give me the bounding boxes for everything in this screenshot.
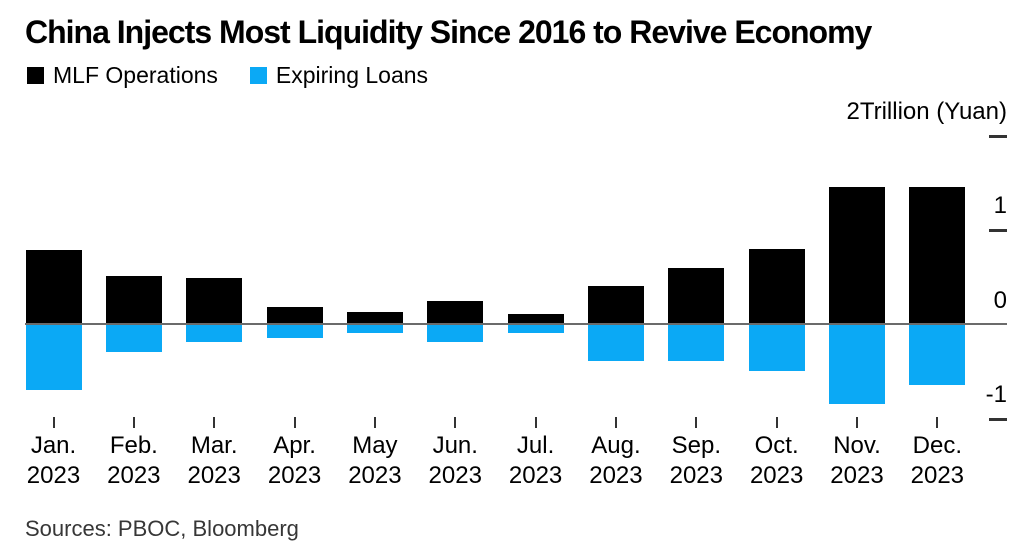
y-tick-2 <box>989 134 1007 138</box>
bar-expiring-mar <box>186 323 243 343</box>
bar-expiring-feb <box>105 323 162 352</box>
chart-title: China Injects Most Liquidity Since 2016 … <box>25 14 872 50</box>
chart-legend: MLF Operations Expiring Loans <box>27 64 428 87</box>
x-tick-jun <box>454 417 457 428</box>
x-tick-may <box>373 417 376 428</box>
y-label-0: 0 <box>993 286 1007 314</box>
x-tick-nov <box>856 417 858 428</box>
x-label-year-apr: 2023 <box>267 462 322 489</box>
legend-item-expiring-loans: Expiring Loans <box>249 62 429 88</box>
bar-expiring-dec <box>909 323 966 385</box>
bar-mlf-aug <box>587 285 644 324</box>
legend-swatch-expiring-icon <box>249 67 267 84</box>
bar-mlf-apr <box>266 307 323 324</box>
source-note: Sources: PBOC, Bloomberg <box>25 516 299 541</box>
legend-item-mlf-operations: MLF Operations <box>27 64 218 87</box>
bar-mlf-may <box>346 311 403 324</box>
legend-label-expiring: Expiring Loans <box>275 62 429 88</box>
x-label-sep: Sep. <box>671 432 721 459</box>
bar-expiring-jul <box>507 323 564 333</box>
x-label-feb: Feb. <box>109 432 158 459</box>
x-label-jan: Jan. <box>30 432 77 459</box>
x-label-year-jan: 2023 <box>26 462 81 489</box>
y-label--1: -1 <box>985 380 1007 408</box>
x-label-year-may: 2023 <box>348 462 402 489</box>
x-label-year-jul: 2023 <box>508 462 563 489</box>
bar-expiring-sep <box>668 323 725 362</box>
zero-line <box>25 322 1007 325</box>
bar-expiring-oct <box>748 323 805 371</box>
y-tick-1 <box>989 229 1007 233</box>
legend-label-mlf: MLF Operations <box>53 62 218 88</box>
bar-mlf-sep <box>668 267 725 324</box>
x-label-jul: Jul. <box>516 432 555 459</box>
x-label-aug: Aug. <box>591 432 641 459</box>
x-tick-mar <box>213 417 216 428</box>
x-label-nov: Nov. <box>833 432 881 459</box>
x-tick-jul <box>534 417 537 428</box>
x-label-oct: Oct. <box>754 432 799 459</box>
bar-expiring-aug <box>587 323 644 362</box>
x-tick-feb <box>132 417 135 428</box>
x-label-year-dec: 2023 <box>910 462 965 489</box>
bar-mlf-dec <box>909 186 966 324</box>
bar-expiring-apr <box>266 323 323 338</box>
bar-mlf-mar <box>186 278 243 324</box>
bar-expiring-jan <box>25 323 82 390</box>
bar-expiring-may <box>346 323 403 333</box>
bar-mlf-oct <box>748 249 805 324</box>
x-label-may: May <box>352 432 398 459</box>
x-tick-sep <box>695 417 698 428</box>
bar-mlf-jan <box>25 249 82 324</box>
x-label-year-mar: 2023 <box>187 462 241 489</box>
x-tick-jan <box>52 417 55 428</box>
bar-mlf-jun <box>427 300 484 324</box>
x-label-jun: Jun. <box>432 432 478 459</box>
x-label-mar: Mar. <box>190 432 238 459</box>
legend-swatch-mlf-icon <box>27 67 44 84</box>
y-tick--1 <box>989 417 1007 421</box>
bar-expiring-jun <box>427 323 484 343</box>
bar-mlf-feb <box>105 276 162 324</box>
x-label-year-aug: 2023 <box>589 462 643 489</box>
x-label-year-oct: 2023 <box>749 462 804 489</box>
y-axis-unit-label: 2Trillion (Yuan) <box>846 97 1007 125</box>
y-label-1: 1 <box>993 192 1007 220</box>
bar-mlf-nov <box>829 186 885 324</box>
bar-expiring-nov <box>829 323 885 404</box>
x-tick-dec <box>936 417 939 428</box>
x-label-dec: Dec. <box>912 432 963 459</box>
x-label-year-feb: 2023 <box>107 462 161 489</box>
x-tick-oct <box>775 417 778 428</box>
x-tick-apr <box>293 417 296 428</box>
x-label-year-nov: 2023 <box>830 462 884 489</box>
bar-mlf-jul <box>507 314 564 324</box>
x-label-apr: Apr. <box>273 432 316 459</box>
x-tick-aug <box>614 417 617 428</box>
x-label-year-sep: 2023 <box>669 462 723 489</box>
x-label-year-jun: 2023 <box>428 462 482 489</box>
